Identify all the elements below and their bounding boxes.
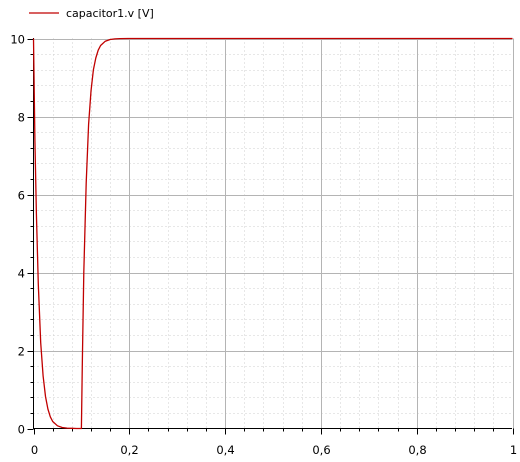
x-tick-label: 0,2 [120, 443, 138, 457]
y-tick-label: 10 [10, 33, 25, 47]
x-tick-label: 1 [510, 443, 517, 457]
gridlines [33, 38, 514, 429]
series-line[interactable] [32, 37, 513, 430]
axis-ticks [27, 39, 514, 435]
y-tick-label: 0 [18, 423, 25, 437]
series-group [32, 37, 513, 430]
y-tick-label: 6 [18, 189, 25, 203]
x-tick-label: 0,8 [408, 443, 426, 457]
legend[interactable]: capacitor1.v [V] [29, 7, 154, 20]
x-tick-label: 0,6 [312, 443, 330, 457]
x-tick-label: 0 [31, 443, 38, 457]
legend-label-capacitor1-v: capacitor1.v [V] [66, 7, 154, 20]
x-tick-label: 0,4 [216, 443, 234, 457]
y-tick-label: 8 [18, 111, 25, 125]
axes [33, 38, 512, 429]
y-tick-label: 4 [18, 267, 25, 281]
y-tick-label: 2 [18, 345, 25, 359]
